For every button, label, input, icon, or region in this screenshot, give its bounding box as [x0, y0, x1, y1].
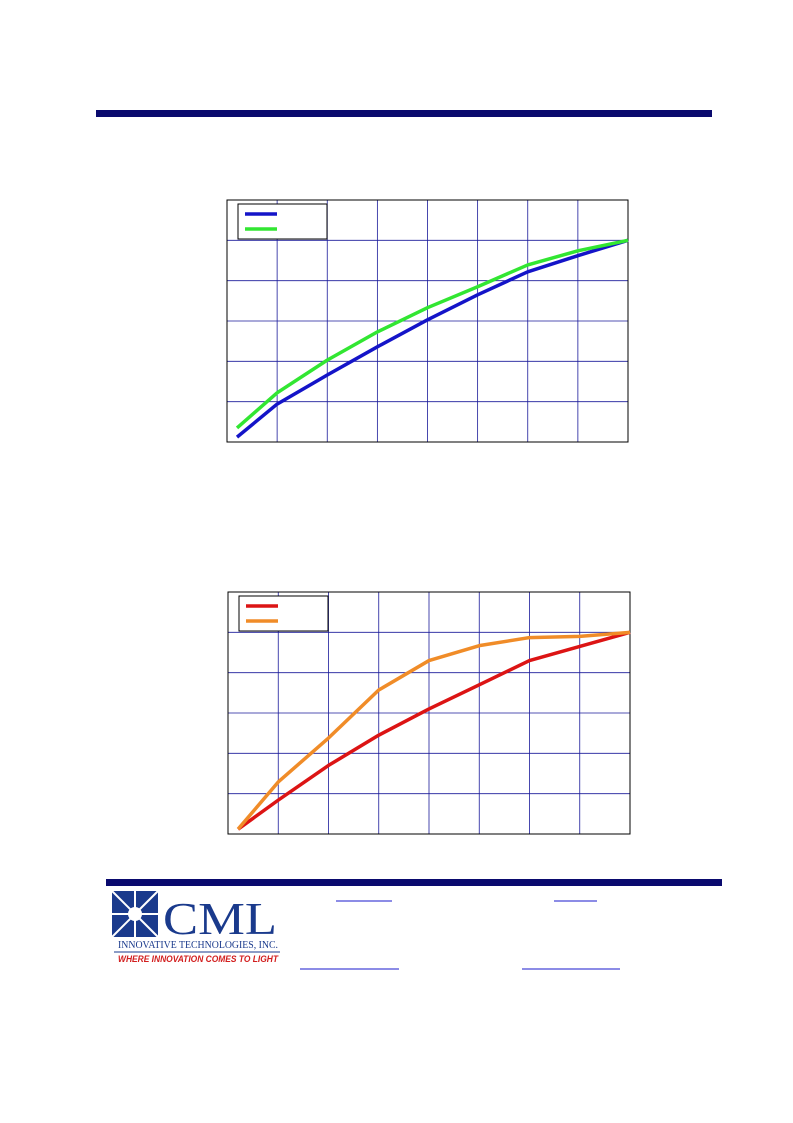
logo: CML INNOVATIVE TECHNOLOGIES, INC. WHERE … [111, 890, 280, 964]
plot-border [226, 199, 629, 443]
legend-box [237, 203, 328, 240]
footer-bar [106, 879, 722, 886]
logo-tagline: WHERE INNOVATION COMES TO LIGHT [118, 954, 279, 964]
series-line [235, 238, 629, 430]
plot-border [227, 591, 631, 835]
logo-sun [128, 907, 142, 921]
series-line [237, 630, 631, 831]
logo-line: INNOVATIVE TECHNOLOGIES, INC. [118, 939, 278, 951]
logo-name: CML [163, 893, 277, 944]
series-line [236, 630, 631, 831]
series-line [235, 238, 629, 439]
header-bar [96, 110, 712, 117]
legend-box [238, 595, 329, 632]
